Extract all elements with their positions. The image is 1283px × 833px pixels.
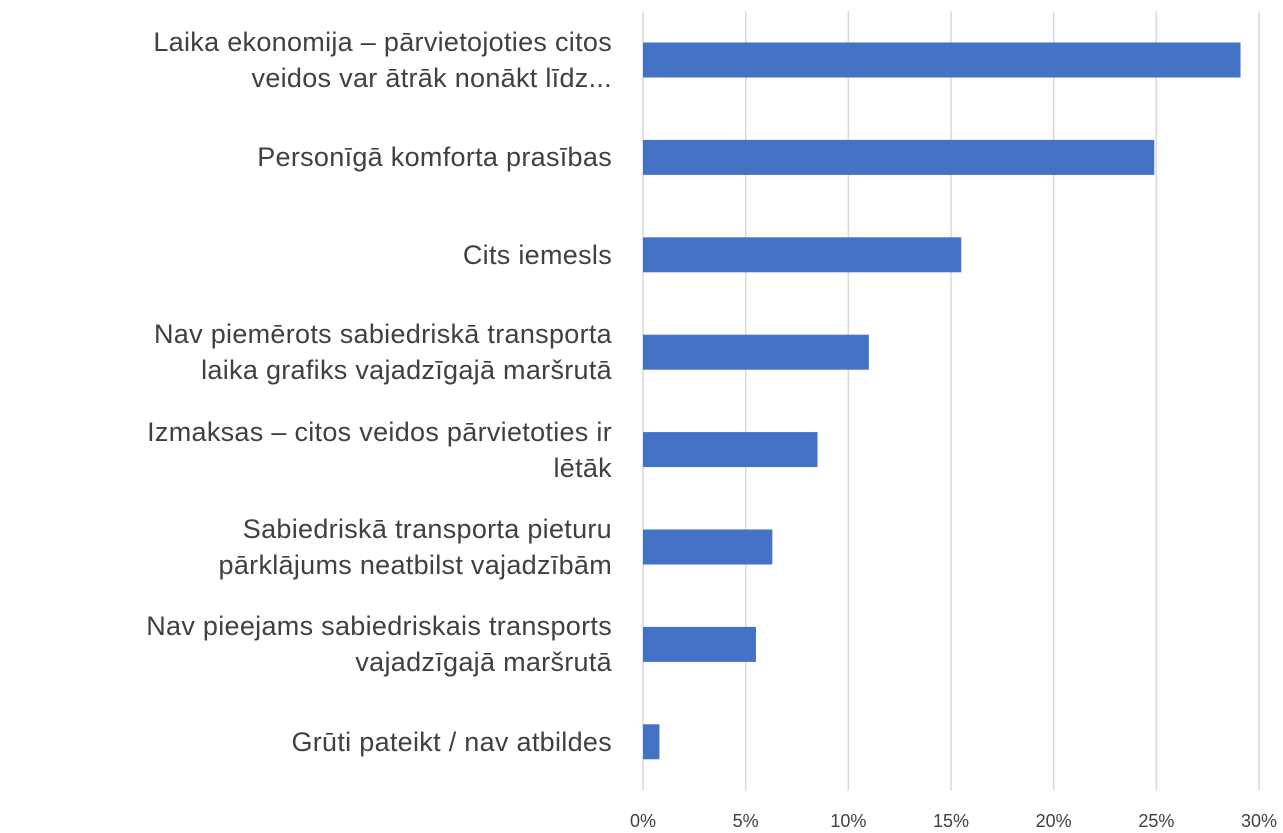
x-tick-label: 25% [1138, 811, 1174, 831]
y-tick-label: Personīgā komforta prasības [257, 142, 612, 173]
x-tick-label: 30% [1241, 811, 1277, 831]
x-tick-label: 10% [830, 811, 866, 831]
x-tick-label: 15% [933, 811, 969, 831]
x-tick-label: 0% [630, 811, 656, 831]
y-tick-label: Nav pieejams sabiedriskais transports va… [146, 611, 612, 678]
y-tick-label: Nav piemērots sabiedriskā transporta lai… [153, 319, 612, 386]
bar [643, 626, 756, 662]
bar [643, 529, 773, 565]
y-tick-label: Laika ekonomija – pārvietojoties citos v… [153, 27, 612, 93]
y-tick-label: Sabiedriskā transporta pieturu pārklājum… [218, 514, 612, 580]
x-tick-label: 5% [733, 811, 759, 831]
bar [643, 432, 818, 468]
bar [643, 334, 869, 370]
y-tick-label: Cits iemesls [462, 239, 612, 270]
bar [643, 139, 1155, 175]
y-tick-label: Izmaksas – citos veidos pārvietoties ir … [147, 416, 612, 483]
y-tick-label: Grūti pateikt / nav atbildes [291, 726, 612, 757]
bar [643, 724, 660, 760]
bar [643, 42, 1241, 78]
x-tick-label: 20% [1036, 811, 1072, 831]
bar [643, 237, 962, 273]
